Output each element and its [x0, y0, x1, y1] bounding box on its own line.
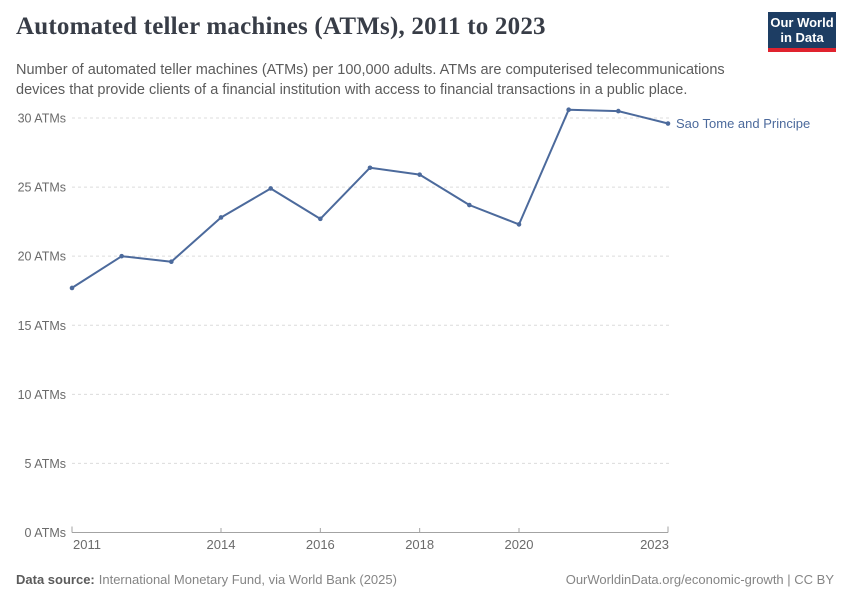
data-point[interactable]	[268, 186, 273, 191]
credit-link[interactable]: OurWorldinData.org/economic-growth | CC …	[565, 572, 834, 587]
y-tick-label: 25 ATMs	[18, 181, 66, 195]
x-tick-label: 2014	[207, 537, 236, 552]
chart-footer: Data source: International Monetary Fund,…	[16, 572, 834, 587]
data-point[interactable]	[367, 165, 373, 171]
data-point[interactable]	[665, 121, 671, 126]
x-tick-label: 2023	[640, 537, 669, 552]
data-point[interactable]	[318, 216, 323, 222]
x-tick-label: 2016	[306, 537, 335, 552]
x-tick-label: 2020	[505, 537, 534, 552]
entity-label[interactable]: Sao Tome and Principe	[676, 116, 810, 131]
logo-line2: in Data	[780, 30, 824, 45]
y-tick-label: 0 ATMs	[25, 526, 66, 540]
y-tick-label: 5 ATMs	[25, 457, 66, 471]
data-point[interactable]	[417, 172, 422, 177]
x-tick-label: 2011	[73, 537, 101, 552]
y-tick-label: 15 ATMs	[18, 319, 66, 333]
data-point[interactable]	[69, 285, 75, 291]
logo-line1: Our World	[770, 14, 834, 30]
data-source: Data source: International Monetary Fund,…	[16, 572, 397, 587]
data-point[interactable]	[467, 202, 472, 208]
data-point[interactable]	[566, 107, 571, 113]
data-source-label: Data source:	[16, 572, 95, 587]
data-point[interactable]	[119, 253, 124, 259]
data-source-text: International Monetary Fund, via World B…	[98, 572, 397, 587]
owid-logo[interactable]: Our World in Data	[768, 12, 836, 52]
data-point[interactable]	[516, 222, 522, 227]
y-tick-label: 10 ATMs	[18, 388, 66, 402]
data-point[interactable]	[616, 108, 621, 114]
data-point[interactable]	[218, 215, 224, 220]
y-tick-label: 30 ATMs	[18, 112, 66, 126]
y-tick-label: 20 ATMs	[18, 250, 66, 264]
chart-title: Automated teller machines (ATMs), 2011 t…	[16, 13, 546, 40]
trend-line	[71, 108, 669, 289]
data-point[interactable]	[169, 259, 174, 264]
x-tick-label: 2018	[405, 537, 434, 552]
title-row: Automated teller machines (ATMs), 2011 t…	[16, 12, 836, 52]
chart-header: Automated teller machines (ATMs), 2011 t…	[16, 12, 836, 100]
chart-subtitle: Number of automated teller machines (ATM…	[16, 62, 725, 98]
